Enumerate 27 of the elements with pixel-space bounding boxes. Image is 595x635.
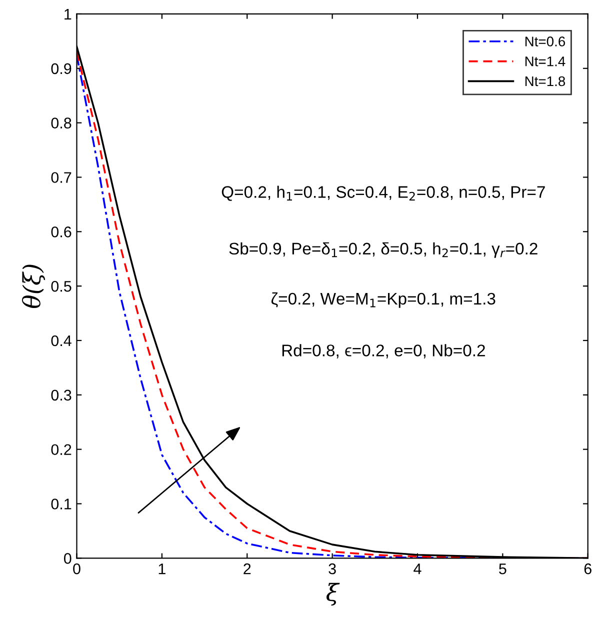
y-tick-label: 0.5 [51,280,72,292]
y-tick-label: 0.1 [51,498,72,510]
x-tick-label: 6 [584,563,592,574]
y-tick-label: 0.2 [51,444,72,456]
y-tick-label: 0.4 [51,335,72,346]
x-axis-title: ξ [326,582,340,606]
x-tick-label: 3 [328,563,336,574]
annotation: ζ=0.2, We=M$_{1}$=Kp=0.1, m=1.3 [271,292,496,308]
y-axis-title: θ(ξ) [22,264,46,308]
x-tick-label: 2 [244,563,251,574]
y-tick-label: 0.9 [51,63,72,74]
annotation: Q=0.2, h$_{1}$=0.1, Sc=0.4, E$_{2}$=0.8, n=0.5, Pr=7 [222,186,545,201]
y-tick-label: 0.6 [51,226,72,238]
legend-label: Nt=1.4 [525,56,566,66]
legend-label: Nt=1.8 [525,76,566,86]
y-tick-label: 0.7 [51,172,72,183]
x-tick-label: 0 [73,563,80,574]
y-tick-label: 1 [64,8,72,20]
annotation: Rd=0.8, ϵ=0.2, e=0, Nb=0.2 [282,344,485,358]
y-tick-label: 0.8 [51,118,72,128]
x-tick-label: 5 [499,564,506,574]
annotation: Sb=0.9, Pe=δ$_{1}$=0.2, δ=0.5, h$_{2}$=0.1, γ$_{r}$=0.2 [229,242,538,258]
x-tick-label: 1 [158,564,166,574]
x-tick-label: 4 [414,564,422,574]
y-tick-label: 0.3 [51,390,72,401]
y-tick-label: 0 [64,553,72,564]
legend-label: Nt=0.6 [525,36,566,46]
